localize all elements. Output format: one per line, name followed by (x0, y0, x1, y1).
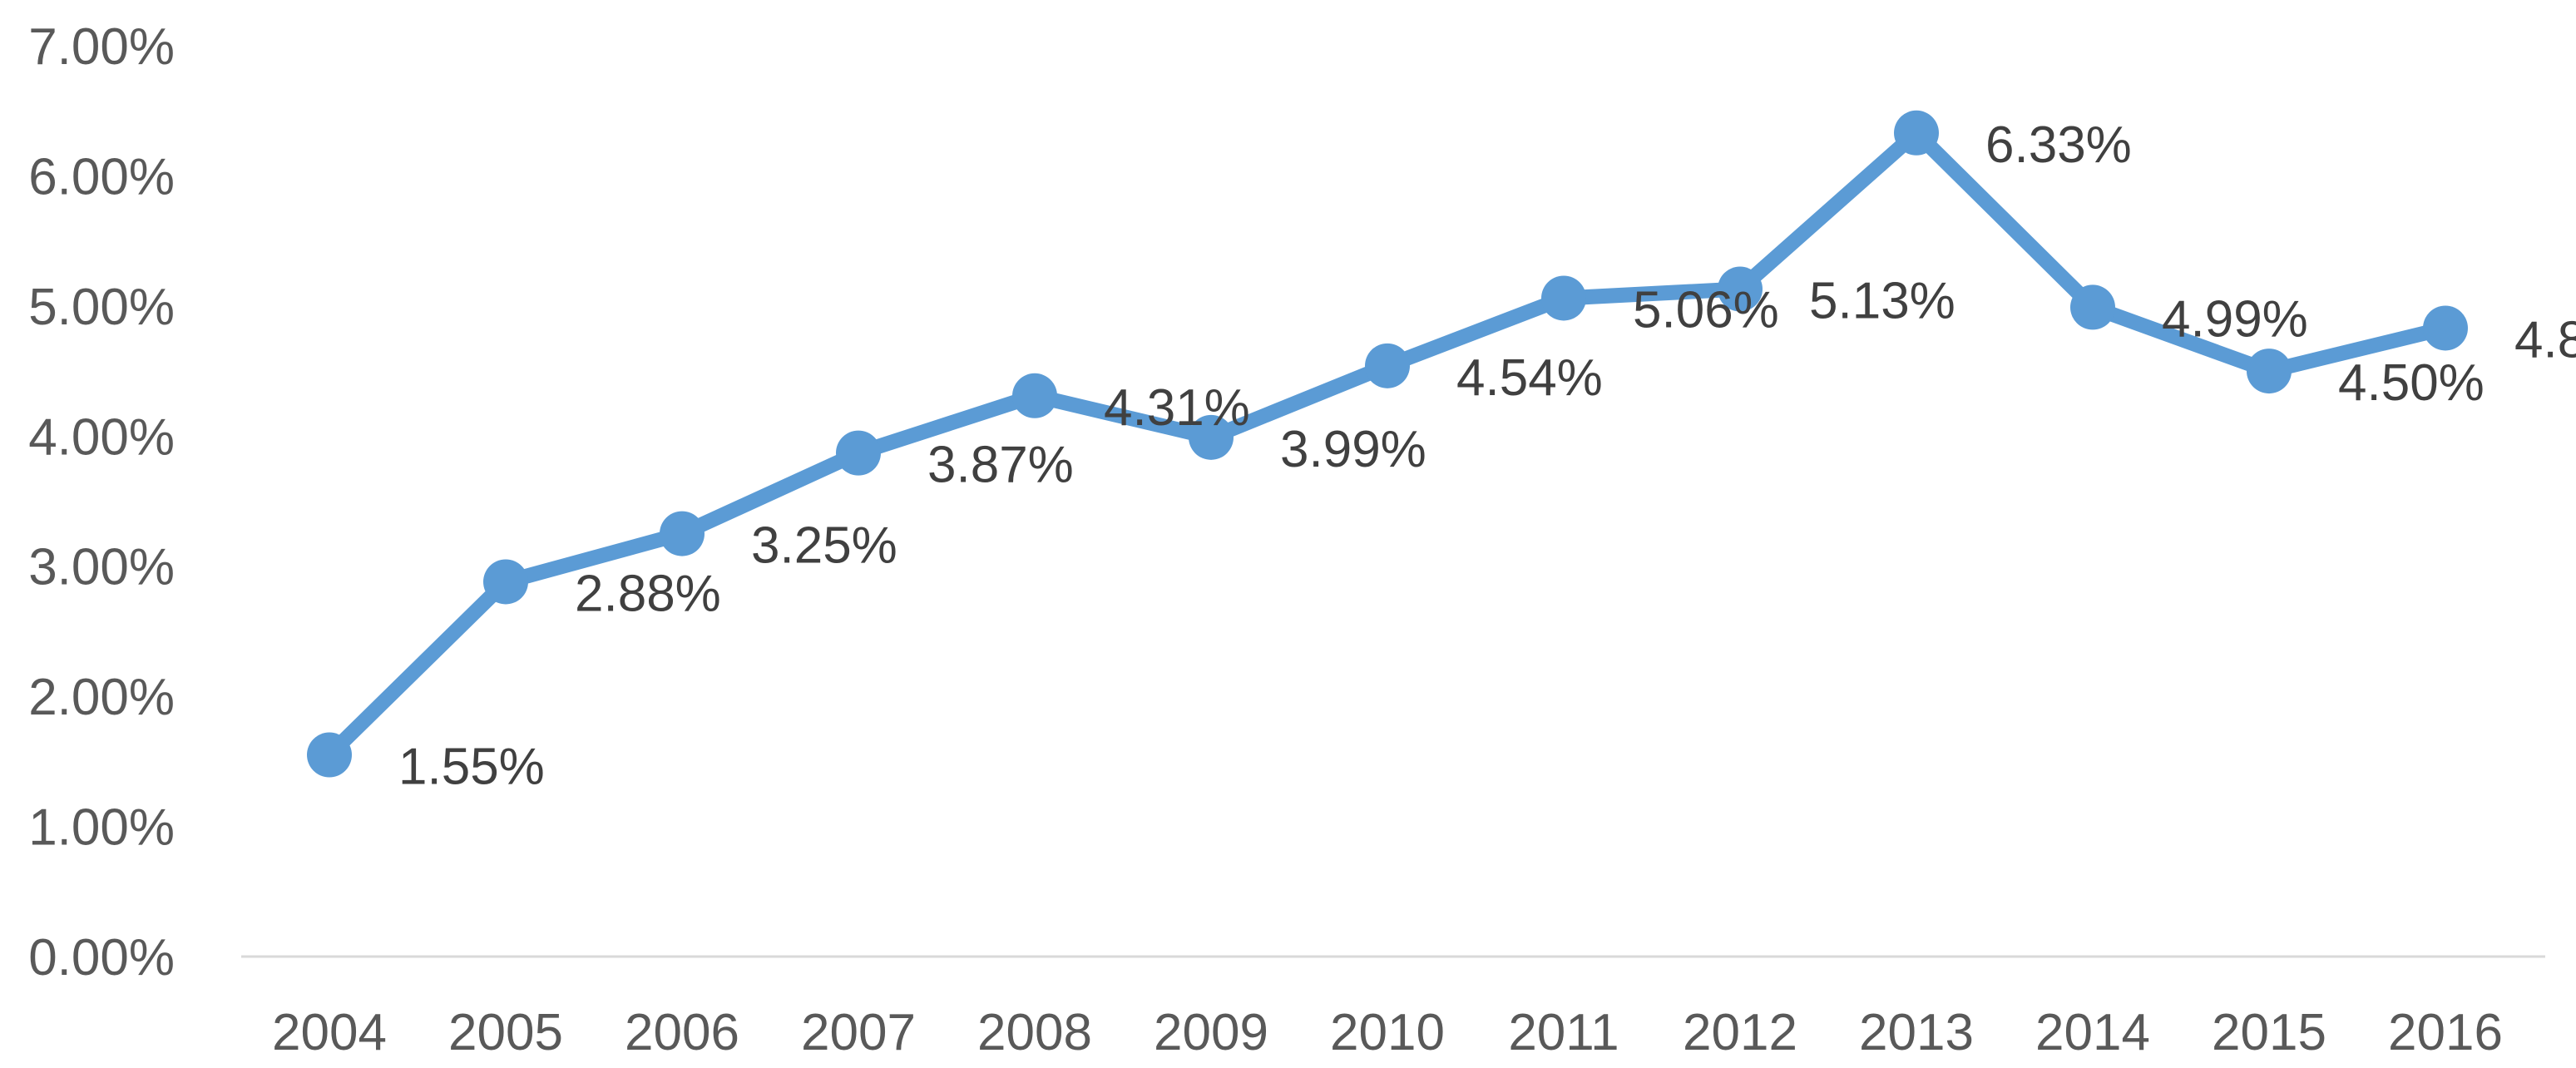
data-point-marker (1718, 266, 1763, 312)
data-point-marker (1894, 110, 1939, 156)
x-tick-label: 2004 (272, 1004, 387, 1061)
data-point-marker (1189, 414, 1234, 460)
data-point-marker (2247, 349, 2292, 394)
data-point-marker (2423, 305, 2468, 351)
data-label: 5.13% (1809, 273, 1955, 330)
data-point-marker (1541, 275, 1586, 321)
x-tick-label: 2015 (2212, 1004, 2326, 1061)
y-tick-label: 5.00% (28, 279, 175, 336)
y-axis-ticks: 0.00% 1.00% 2.00% 3.00% 4.00% 5.00% 6.00% 7.00% (28, 18, 175, 986)
y-tick-label: 0.00% (28, 929, 175, 986)
data-point-marker (660, 511, 705, 556)
data-label: 4.83% (2514, 311, 2576, 368)
data-labels: 1.55% 2.88% 3.25% 3.87% 4.31% 3.99% 4.54% 5.06%… (398, 116, 2576, 796)
data-point-marker (836, 430, 881, 476)
data-label: 4.54% (1456, 349, 1603, 407)
y-tick-label: 3.00% (28, 539, 175, 596)
data-label: 1.55% (398, 739, 545, 796)
y-tick-label: 4.00% (28, 408, 175, 466)
x-tick-label: 2014 (2035, 1004, 2150, 1061)
data-label: 4.50% (2338, 354, 2485, 412)
y-tick-label: 6.00% (28, 148, 175, 205)
series-markers (307, 110, 2468, 778)
data-point-marker (483, 559, 528, 605)
x-tick-label: 2006 (625, 1004, 739, 1061)
y-tick-label: 1.00% (28, 799, 175, 857)
data-point-marker (2070, 284, 2115, 330)
x-tick-label: 2009 (1154, 1004, 1268, 1061)
y-tick-label: 7.00% (28, 18, 175, 76)
x-tick-label: 2011 (1508, 1004, 1619, 1061)
data-label: 6.33% (1985, 116, 2132, 174)
data-point-marker (1365, 343, 1410, 388)
data-point-marker (1012, 373, 1057, 418)
data-label: 3.87% (927, 437, 1074, 494)
data-label: 2.88% (575, 565, 721, 622)
data-label: 3.25% (751, 517, 897, 575)
x-tick-label: 2013 (1859, 1004, 1974, 1061)
x-tick-label: 2008 (977, 1004, 1092, 1061)
x-tick-label: 2012 (1683, 1004, 1797, 1061)
x-tick-label: 2005 (448, 1004, 563, 1061)
x-tick-label: 2010 (1330, 1004, 1445, 1061)
data-label: 5.06% (1633, 281, 1779, 339)
data-label: 4.31% (1104, 379, 1250, 437)
y-tick-label: 2.00% (28, 669, 175, 726)
x-axis-ticks: 2004 2005 2006 2007 2008 2009 2010 2011 2012 2013… (272, 1004, 2503, 1061)
data-label: 4.99% (2162, 290, 2308, 348)
data-point-marker (307, 732, 352, 778)
x-tick-label: 2016 (2388, 1004, 2503, 1061)
x-tick-label: 2007 (801, 1004, 916, 1061)
data-label: 3.99% (1280, 421, 1426, 478)
